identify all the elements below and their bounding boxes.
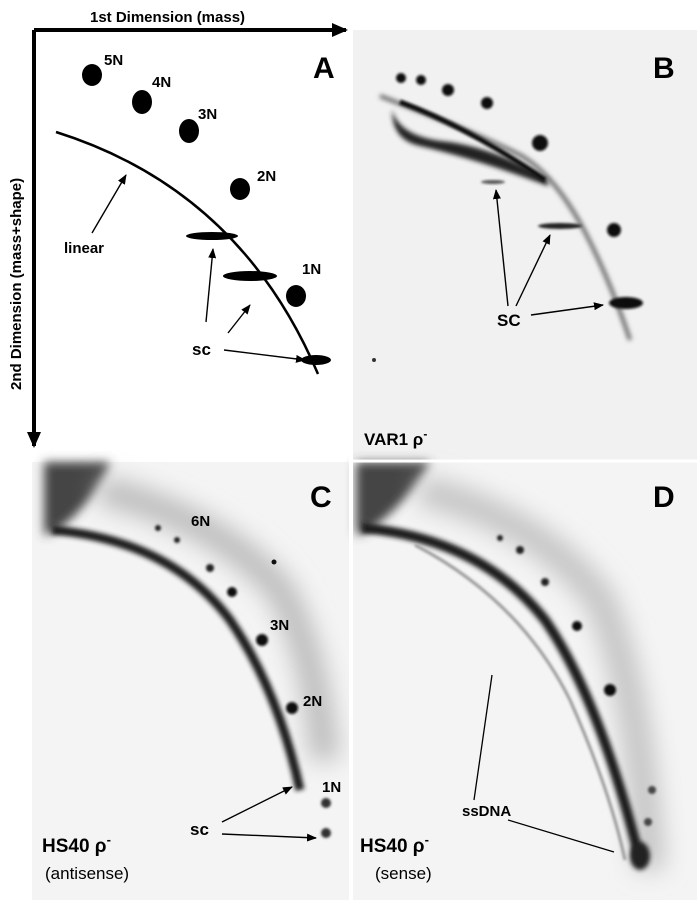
- panel-c: C 6N 3N 2N 1N sc HS40 ρ- (antisense): [32, 462, 349, 900]
- label-2n-c: 2N: [303, 693, 322, 710]
- label-2n: 2N: [257, 168, 276, 185]
- panel-d: D ssDNA HS40 ρ- (sense): [353, 462, 697, 900]
- panel-letter-a: A: [313, 52, 335, 85]
- panel-b: B SC VAR1 ρ-: [353, 30, 697, 462]
- label-4n: 4N: [152, 74, 171, 91]
- panel-letter-d: D: [653, 481, 675, 514]
- panel-a: 1st Dimension (mass) 2nd Dimension (mass…: [8, 9, 348, 448]
- sc-arrow-1: [205, 248, 217, 323]
- orientation-label-c: (antisense): [45, 864, 129, 883]
- label-sc-b: SC: [497, 311, 521, 330]
- spot-3n: [179, 119, 199, 143]
- gel-b-background: [353, 30, 697, 462]
- label-sc: sc: [192, 340, 211, 359]
- linear-arrow: [91, 174, 127, 234]
- sc-b-arrow-2: [515, 234, 551, 307]
- y-axis-label: 2nd Dimension (mass+shape): [8, 178, 25, 390]
- label-ssdna: ssDNA: [462, 803, 511, 820]
- strain-label-d: HS40 ρ-: [360, 832, 429, 857]
- ssdna-line-2: [507, 819, 615, 853]
- sc-streak-3: [301, 355, 331, 365]
- sc-streak-2: [223, 271, 277, 281]
- ssdna-line-1: [473, 674, 493, 801]
- sc-arrow-2: [227, 304, 251, 334]
- spot-1n: [286, 285, 306, 307]
- sc-streak-1: [186, 232, 238, 240]
- label-6n: 6N: [191, 513, 210, 530]
- label-sc-c: sc: [190, 820, 209, 839]
- sc-c-arrow-1: [221, 786, 293, 823]
- sc-b-arrow-1: [492, 189, 509, 307]
- sc-b-arrow-3: [530, 302, 604, 316]
- label-3n: 3N: [198, 106, 217, 123]
- label-5n: 5N: [104, 52, 123, 69]
- strain-label-b: VAR1 ρ-: [364, 427, 427, 449]
- label-1n: 1N: [302, 261, 321, 278]
- orientation-label-d: (sense): [375, 864, 432, 883]
- strain-label-c: HS40 ρ-: [42, 832, 111, 857]
- panel-letter-b: B: [653, 52, 675, 85]
- spot-4n: [132, 90, 152, 114]
- linear-arc: [55, 130, 320, 375]
- x-axis-label: 1st Dimension (mass): [90, 9, 245, 26]
- panel-letter-c: C: [310, 481, 332, 514]
- sc-c-arrow-2: [221, 833, 317, 842]
- label-linear: linear: [64, 240, 104, 257]
- spot-2n: [230, 178, 250, 200]
- label-1n-c: 1N: [322, 779, 341, 796]
- spot-5n: [82, 64, 102, 86]
- label-3n-c: 3N: [270, 617, 289, 634]
- sc-arrow-3: [223, 349, 306, 363]
